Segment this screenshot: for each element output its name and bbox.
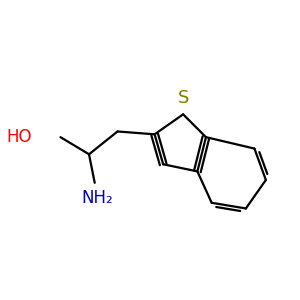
Text: S: S <box>177 89 189 107</box>
Text: HO: HO <box>7 128 32 146</box>
Text: NH₂: NH₂ <box>82 188 113 206</box>
